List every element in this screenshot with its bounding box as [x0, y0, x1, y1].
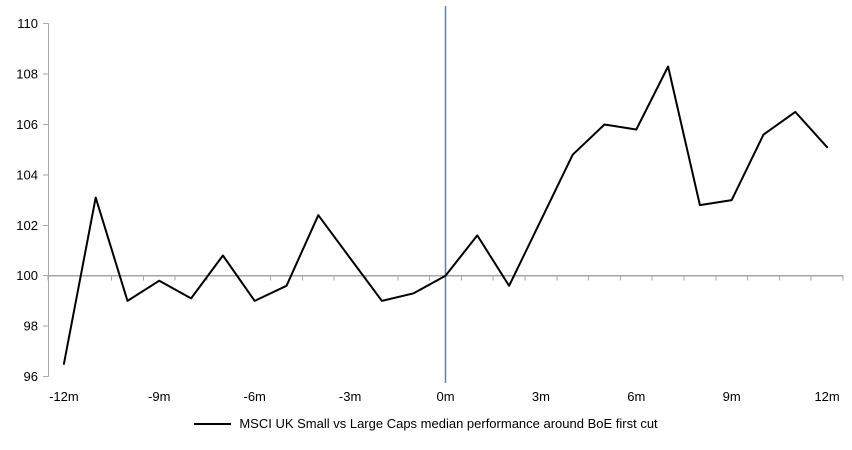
x-tick-label: -3m	[339, 389, 361, 404]
y-tick-label: 100	[16, 268, 38, 283]
x-tick-label: 6m	[627, 389, 645, 404]
x-tick-label: 9m	[723, 389, 741, 404]
y-tick-label: 106	[16, 117, 38, 132]
x-tick-label: 12m	[814, 389, 839, 404]
y-tick-label: 98	[24, 319, 38, 334]
x-tick-label: -9m	[148, 389, 170, 404]
x-tick-label: 3m	[532, 389, 550, 404]
x-tick-label: 0m	[436, 389, 454, 404]
x-tick-label: -12m	[49, 389, 79, 404]
legend: MSCI UK Small vs Large Caps median perfo…	[0, 416, 852, 431]
y-tick-label: 102	[16, 218, 38, 233]
y-tick-label: 108	[16, 67, 38, 82]
legend-line-swatch	[194, 422, 232, 425]
y-tick-label: 110	[17, 16, 38, 31]
y-tick-label: 104	[16, 167, 38, 182]
y-tick-label: 96	[24, 369, 38, 384]
x-tick-label: -6m	[244, 389, 266, 404]
legend-label: MSCI UK Small vs Large Caps median perfo…	[239, 416, 658, 431]
series-line	[62, 65, 829, 365]
